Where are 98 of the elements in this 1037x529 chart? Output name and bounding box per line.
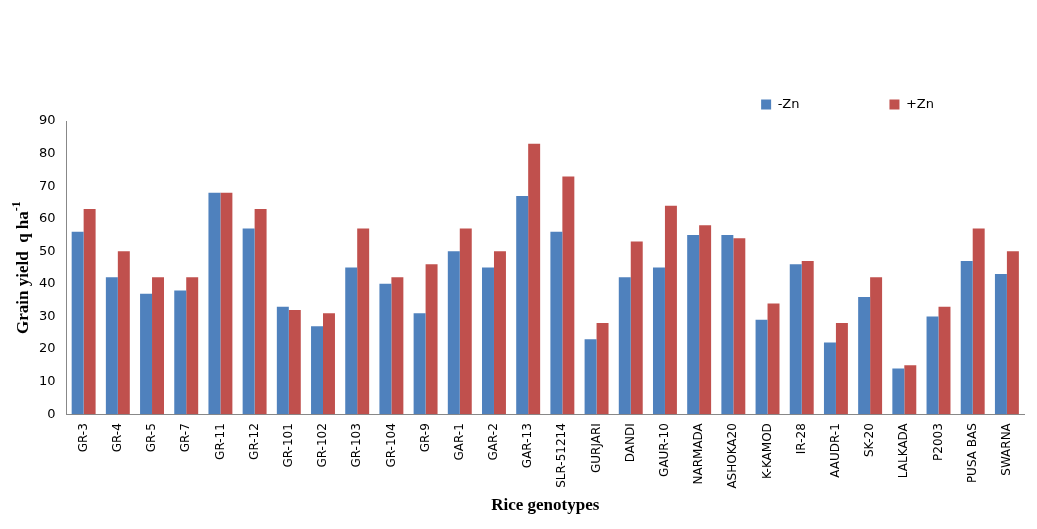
bar xyxy=(801,261,814,415)
x-tick-label: AAUDR-1 xyxy=(828,423,843,478)
bar xyxy=(493,251,506,415)
x-tick-label: GR-103 xyxy=(349,423,364,468)
x-tick-label: SWARNA xyxy=(999,422,1014,476)
x-tick-label: IR-28 xyxy=(793,423,808,455)
bar xyxy=(664,205,677,415)
y-tick-label: 30 xyxy=(39,307,56,323)
y-tick-label: 70 xyxy=(39,177,56,193)
bar xyxy=(550,231,563,415)
bar xyxy=(459,228,472,415)
bar xyxy=(413,313,426,415)
bar xyxy=(117,251,130,415)
y-tick-label: 50 xyxy=(39,242,56,258)
bar xyxy=(596,322,609,415)
x-tick-label: GAR-2 xyxy=(486,423,501,461)
bar xyxy=(379,283,392,415)
x-tick-label: SLR-51214 xyxy=(554,423,569,488)
y-axis-title: Grain yield q ha-1 xyxy=(9,201,33,334)
bar xyxy=(755,319,768,415)
bar xyxy=(1006,251,1019,415)
x-axis-title: Rice genotypes xyxy=(491,495,600,515)
bar xyxy=(71,231,84,415)
y-tick-label: 0 xyxy=(47,405,56,421)
bar xyxy=(516,195,529,415)
x-tick-label: GR-11 xyxy=(212,423,227,460)
x-tick-label: DANDI xyxy=(622,423,637,463)
bar xyxy=(870,277,883,415)
bar xyxy=(721,235,734,415)
bar xyxy=(220,192,233,415)
x-tick-label: PUSA BAS xyxy=(964,423,979,484)
y-tick-label: 40 xyxy=(39,275,56,291)
bar xyxy=(174,290,187,415)
bar xyxy=(584,339,597,415)
bar xyxy=(482,267,494,415)
x-tick-label: GAR-1 xyxy=(451,423,466,461)
bar xyxy=(345,267,358,415)
bar xyxy=(926,316,939,415)
bar xyxy=(687,235,700,415)
legend-label: +Zn xyxy=(905,95,935,111)
x-tick-label: GR-9 xyxy=(417,423,432,453)
bar xyxy=(652,267,665,415)
bar xyxy=(960,261,973,415)
x-tick-label: GR-101 xyxy=(280,423,295,468)
bar xyxy=(618,277,631,415)
x-tick-label: GR-12 xyxy=(246,423,261,460)
bar xyxy=(858,296,871,415)
bar xyxy=(105,277,118,415)
x-tick-label: ASHOKA20 xyxy=(725,423,740,489)
x-tick-label: GR-3 xyxy=(75,423,90,453)
x-tick-label: K-KAMOD xyxy=(759,423,774,480)
bar xyxy=(789,264,802,415)
x-tick-label: SK-20 xyxy=(862,423,877,457)
bar xyxy=(311,326,323,415)
x-tick-label: GR-5 xyxy=(144,423,159,453)
y-tick-label: 80 xyxy=(39,144,56,160)
bar xyxy=(186,277,199,415)
bar xyxy=(357,228,370,415)
bar xyxy=(288,309,301,415)
bar xyxy=(447,251,460,415)
x-tick-label: GR-104 xyxy=(383,423,398,468)
bar xyxy=(835,322,848,415)
y-tick-label: 20 xyxy=(39,340,56,356)
bar xyxy=(699,225,712,415)
bar xyxy=(994,274,1007,415)
x-tick-label: NARMADA xyxy=(691,422,706,485)
bar xyxy=(733,238,746,415)
x-tick-label: GURJARI xyxy=(588,423,603,474)
bar xyxy=(425,264,438,415)
bar xyxy=(892,368,905,415)
bar xyxy=(391,277,404,415)
bar xyxy=(276,306,289,415)
x-tick-label: LALKADA xyxy=(896,422,911,479)
x-tick-label: GAR-13 xyxy=(520,423,535,469)
bar xyxy=(630,241,643,415)
bar xyxy=(208,192,221,415)
bar xyxy=(972,228,985,415)
bar xyxy=(528,143,541,415)
y-tick-label: 60 xyxy=(39,210,56,226)
bar xyxy=(254,208,267,415)
bar xyxy=(323,313,335,415)
bar xyxy=(938,306,951,415)
y-tick-label: 90 xyxy=(39,112,56,128)
x-tick-label: GR-102 xyxy=(315,423,330,468)
bar xyxy=(83,208,96,415)
bar xyxy=(562,176,575,415)
legend-label: -Zn xyxy=(777,95,800,111)
bar xyxy=(140,293,153,415)
bar xyxy=(152,277,164,415)
bar xyxy=(242,228,255,415)
bar xyxy=(767,303,780,415)
bar xyxy=(904,365,917,415)
x-tick-label: P2003 xyxy=(930,423,945,461)
bar xyxy=(823,342,836,415)
x-tick-label: GR-7 xyxy=(178,423,193,453)
x-tick-label: GR-4 xyxy=(109,423,124,453)
x-tick-label: GAUR-10 xyxy=(657,423,672,477)
y-tick-label: 10 xyxy=(39,372,56,388)
